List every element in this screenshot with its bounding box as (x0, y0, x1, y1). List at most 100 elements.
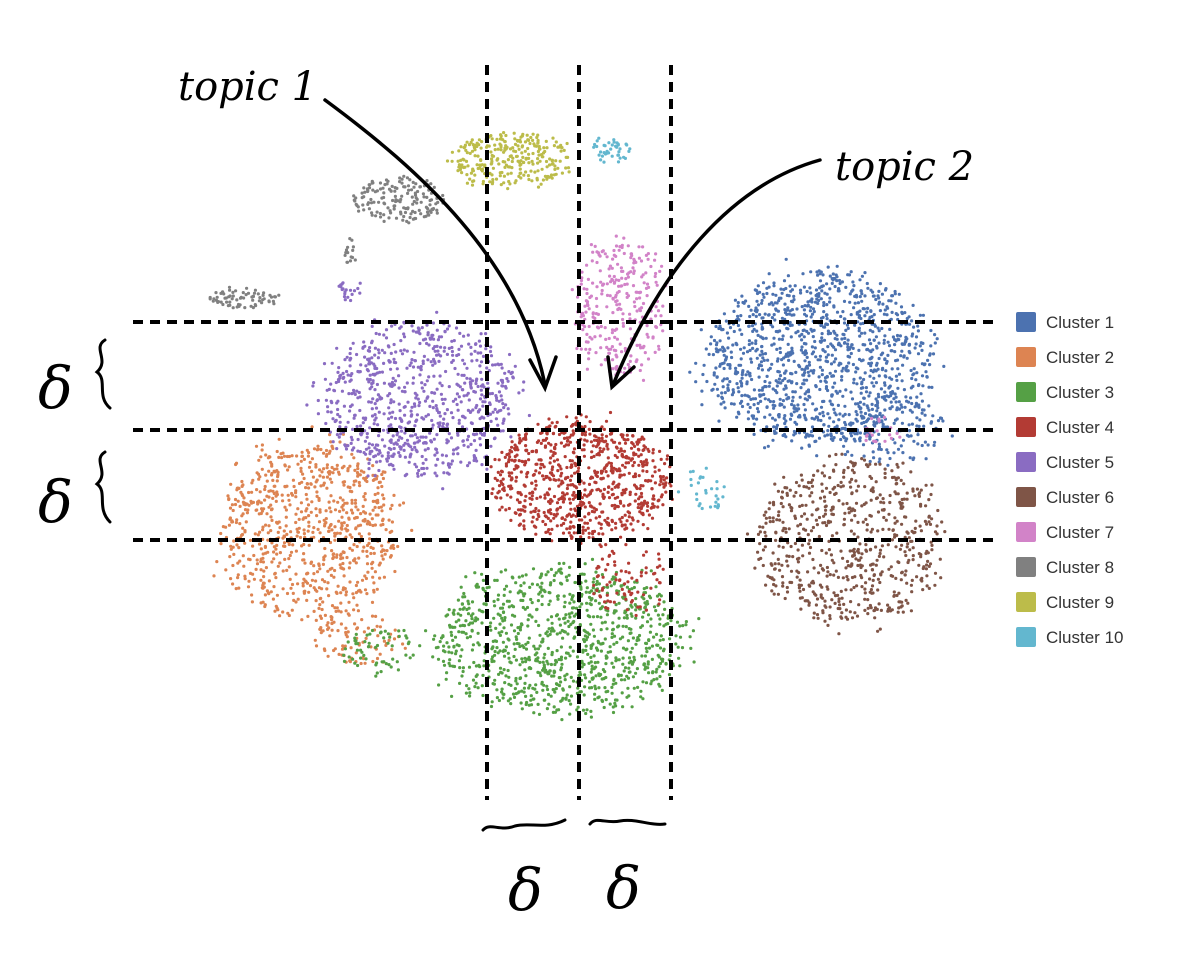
scatter-point (568, 565, 572, 570)
scatter-point (423, 399, 428, 403)
scatter-point (815, 270, 819, 274)
scatter-point (884, 375, 888, 379)
scatter-point (621, 656, 625, 660)
scatter-point (255, 562, 260, 566)
scatter-point (893, 350, 897, 354)
scatter-point (518, 589, 522, 593)
scatter-point (439, 636, 444, 640)
scatter-point (552, 578, 556, 583)
scatter-point (831, 272, 835, 276)
scatter-point (778, 381, 782, 385)
scatter-point (457, 347, 461, 351)
scatter-point (517, 575, 521, 579)
scatter-point (871, 330, 875, 334)
scatter-point (846, 342, 850, 346)
scatter-point (314, 644, 319, 648)
scatter-point (935, 337, 939, 341)
scatter-point (848, 292, 852, 296)
scatter-point (436, 645, 440, 649)
scatter-point (832, 561, 836, 565)
scatter-point (277, 437, 281, 441)
scatter-point (534, 683, 538, 687)
scatter-point (582, 454, 587, 458)
scatter-point (664, 490, 668, 494)
scatter-point (322, 467, 326, 471)
scatter-point (465, 636, 469, 640)
scatter-point (245, 502, 249, 506)
scatter-point (333, 525, 337, 529)
scatter-point (307, 465, 312, 469)
scatter-point (449, 462, 453, 466)
scatter-point (908, 322, 912, 326)
scatter-point (386, 641, 390, 645)
scatter-point (884, 398, 888, 402)
scatter-point (596, 487, 601, 491)
scatter-point (931, 414, 935, 418)
scatter-point (800, 367, 804, 371)
scatter-point (481, 578, 485, 583)
scatter-point (539, 431, 543, 435)
scatter-point (452, 448, 456, 452)
scatter-point (333, 647, 337, 651)
scatter-point (639, 574, 643, 578)
scatter-point (515, 637, 519, 642)
scatter-point (506, 379, 510, 383)
scatter-point (287, 613, 291, 618)
scatter-point (849, 345, 853, 349)
scatter-point (637, 463, 641, 467)
scatter-point (335, 606, 339, 610)
scatter-point (631, 434, 635, 438)
scatter-point (775, 359, 780, 363)
scatter-point (402, 405, 406, 409)
scatter-point (886, 306, 890, 310)
scatter-point (872, 456, 876, 460)
scatter-point (588, 602, 592, 606)
scatter-point (285, 454, 289, 459)
scatter-point (491, 487, 495, 491)
scatter-point (470, 600, 475, 604)
scatter-point (567, 699, 571, 703)
scatter-point (466, 612, 471, 616)
scatter-point (694, 361, 698, 365)
scatter-point (493, 363, 497, 367)
scatter-point (643, 667, 647, 671)
scatter-point (374, 406, 379, 410)
scatter-point (339, 432, 343, 436)
scatter-point (344, 593, 348, 597)
scatter-point (912, 439, 916, 443)
scatter-point (886, 451, 890, 455)
scatter-point (835, 424, 839, 428)
scatter-point (912, 325, 916, 329)
scatter-point (370, 443, 375, 447)
scatter-point (402, 320, 406, 324)
scatter-point (760, 325, 764, 329)
scatter-point (359, 424, 363, 428)
scatter-point (866, 306, 870, 310)
scatter-point (450, 633, 454, 638)
scatter-point (824, 355, 829, 359)
scatter-point (442, 663, 447, 667)
scatter-point (841, 310, 845, 314)
scatter-point (421, 461, 425, 465)
scatter-point (432, 374, 436, 378)
scatter-point (485, 366, 489, 370)
scatter-point (609, 461, 614, 466)
scatter-point (398, 454, 402, 458)
scatter-point (316, 444, 320, 448)
scatter-point (314, 579, 318, 583)
scatter-point (755, 417, 759, 421)
scatter-point (370, 562, 374, 566)
scatter-point (500, 470, 504, 474)
scatter-point (242, 496, 246, 500)
scatter-point (835, 310, 840, 314)
scatter-point (433, 471, 437, 475)
scatter-point (668, 653, 672, 658)
scatter-point (263, 498, 267, 502)
scatter-point (493, 639, 497, 643)
scatter-point (760, 301, 764, 305)
scatter-point (514, 676, 518, 681)
scatter-point (590, 664, 594, 668)
scatter-point (390, 324, 394, 328)
scatter-point (330, 628, 334, 632)
scatter-point (832, 420, 836, 424)
